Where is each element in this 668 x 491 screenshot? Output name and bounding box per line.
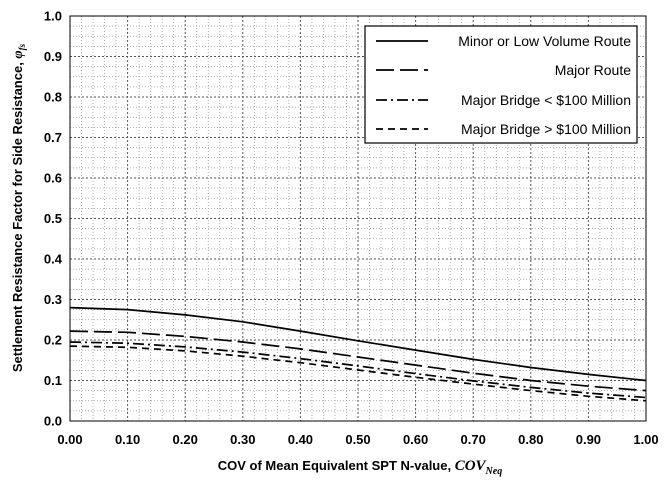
- series-line-4: [69, 345, 647, 402]
- x-tick-label: 0.30: [230, 432, 255, 447]
- plot-area-frame: [69, 15, 647, 422]
- y-axis-label-symbol: φ: [11, 50, 26, 58]
- legend: Minor or Low Volume Route Major Route Majo…: [364, 25, 638, 144]
- y-tick-label: 0.9: [44, 49, 62, 64]
- legend-label-4: Major Bridge > $100 Million: [461, 121, 631, 137]
- x-axis-label-symbol: COV: [455, 458, 488, 474]
- x-tick-label: 0.40: [288, 432, 313, 447]
- y-tick-label: 0.1: [44, 373, 62, 388]
- x-tick-label: 0.80: [518, 432, 543, 447]
- x-tick-label: 0.70: [461, 432, 486, 447]
- x-tick-label: 0.50: [345, 432, 370, 447]
- x-tick-label: 0.00: [57, 432, 82, 447]
- y-axis-label-subscript: fs: [17, 43, 27, 50]
- y-tick-label: 0.0: [44, 414, 62, 429]
- series-line-3: [69, 341, 647, 399]
- y-tick-label: 0.3: [44, 292, 62, 307]
- x-axis-label: COV of Mean Equivalent SPT N-value, COVN…: [218, 458, 502, 477]
- series-line-1: [69, 306, 647, 382]
- y-tick-label: 0.5: [44, 211, 62, 226]
- x-axis-label-subscript: Neq: [485, 466, 503, 477]
- x-tick-label: 0.20: [173, 432, 198, 447]
- y-tick-label: 0.4: [44, 252, 63, 267]
- legend-label-3: Major Bridge < $100 Million: [461, 92, 631, 108]
- series-line-2: [69, 330, 647, 392]
- major-gridlines: [70, 16, 646, 421]
- x-tick-label: 0.90: [576, 432, 601, 447]
- y-axis-label: Settlement Resistance Factor for Side Re…: [10, 43, 27, 372]
- x-tick-label: 0.60: [403, 432, 428, 447]
- series-lines: [69, 306, 647, 402]
- y-tick-label: 1.0: [44, 9, 62, 24]
- y-axis-label-text: Settlement Resistance Factor for Side Re…: [10, 59, 25, 373]
- x-axis-tick-labels: 0.00 0.10 0.20 0.30 0.40 0.50 0.60 0.70 0.80 0.90…: [57, 432, 658, 447]
- legend-label-1: Minor or Low Volume Route: [458, 33, 631, 49]
- legend-label-2: Major Route: [555, 62, 631, 78]
- y-tick-label: 0.8: [44, 90, 62, 105]
- x-tick-label: 0.10: [115, 432, 140, 447]
- x-axis-label-text: COV of Mean Equivalent SPT N-value,: [218, 458, 455, 473]
- legend-box: [364, 25, 638, 144]
- x-tick-label: 1.00: [633, 432, 658, 447]
- y-tick-label: 0.6: [44, 171, 62, 186]
- y-tick-label: 0.2: [44, 333, 62, 348]
- y-tick-label: 0.7: [44, 130, 62, 145]
- y-axis-tick-labels: 0.0 0.1 0.2 0.3 0.4 0.5 0.6 0.7 0.8 0.9 1.0: [44, 9, 63, 429]
